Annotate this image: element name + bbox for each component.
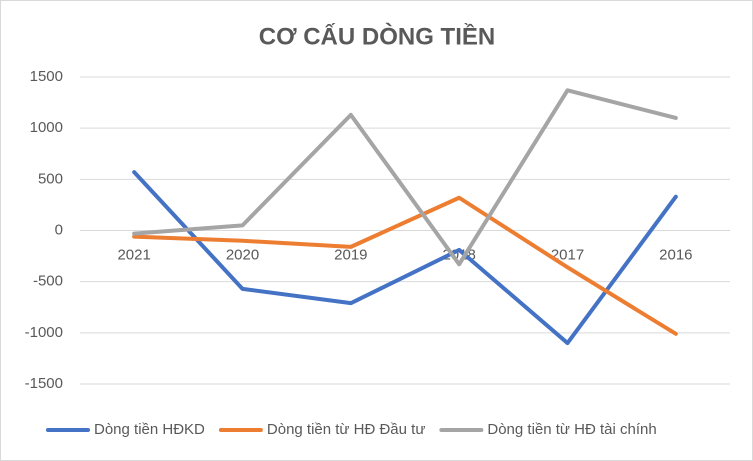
series-line	[132, 195, 678, 336]
x-tick-label: 2021	[117, 246, 150, 263]
x-tick-label: 2016	[659, 246, 692, 263]
y-tick-label: 1500	[30, 68, 63, 85]
x-tick-label: 2020	[226, 246, 259, 263]
y-tick-label: -500	[33, 273, 63, 290]
x-tick-label: 2017	[551, 246, 584, 263]
y-tick-label: -1000	[25, 324, 63, 341]
y-tick-label: 500	[38, 170, 63, 187]
legend-label: Dòng tiền từ HĐ Đầu tư	[267, 421, 425, 438]
y-tick-label: -1500	[25, 375, 63, 392]
legend-label: Dòng tiền từ HĐ tài chính	[487, 421, 656, 438]
chart-title: CƠ CẤU DÒNG TIỀN	[259, 22, 495, 50]
series-line	[132, 88, 678, 267]
y-tick-label: 0	[55, 221, 63, 238]
x-tick-label: 2019	[334, 246, 367, 263]
y-tick-label: 1000	[30, 119, 63, 136]
series-line	[132, 170, 678, 346]
legend-label: Dòng tiền HĐKD	[94, 421, 205, 438]
